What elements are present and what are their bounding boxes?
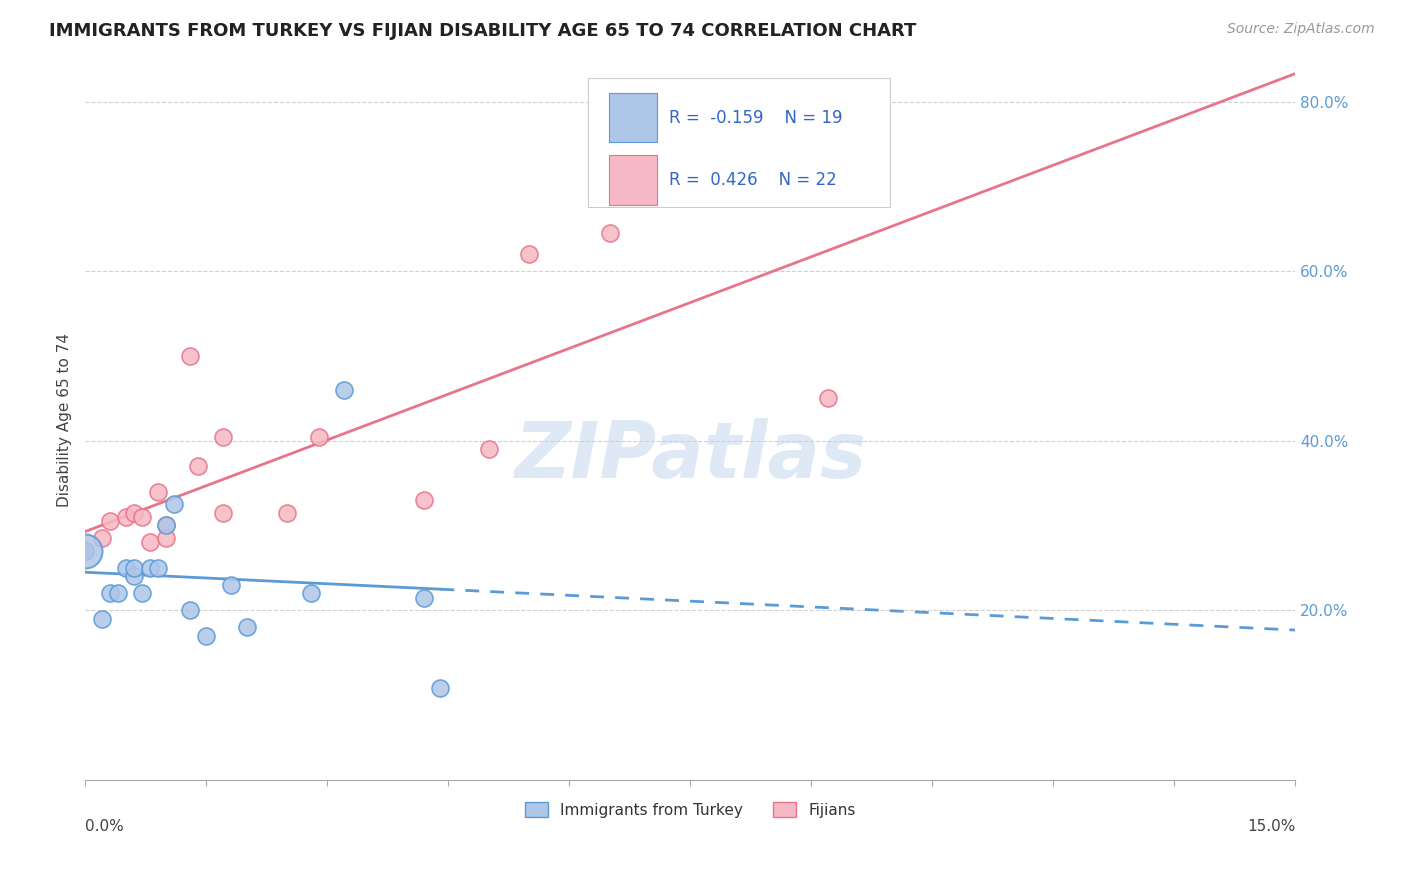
Text: IMMIGRANTS FROM TURKEY VS FIJIAN DISABILITY AGE 65 TO 74 CORRELATION CHART: IMMIGRANTS FROM TURKEY VS FIJIAN DISABIL… — [49, 22, 917, 40]
Point — [146, 484, 169, 499]
Point — [163, 497, 186, 511]
Point — [517, 247, 540, 261]
Point — [75, 544, 97, 558]
FancyBboxPatch shape — [609, 93, 657, 143]
Point — [211, 506, 233, 520]
Point — [235, 620, 257, 634]
Text: 0.0%: 0.0% — [86, 819, 124, 834]
Text: 15.0%: 15.0% — [1247, 819, 1295, 834]
Point — [98, 514, 121, 528]
Point — [131, 510, 153, 524]
Point — [114, 510, 136, 524]
Point — [75, 544, 97, 558]
Point — [107, 586, 129, 600]
Point — [75, 544, 97, 558]
Point — [155, 518, 177, 533]
Text: ZIPatlas: ZIPatlas — [515, 417, 866, 493]
Point — [688, 179, 710, 194]
Point — [308, 429, 330, 443]
Y-axis label: Disability Age 65 to 74: Disability Age 65 to 74 — [58, 333, 72, 507]
Point — [179, 349, 201, 363]
FancyBboxPatch shape — [609, 155, 657, 205]
Point — [599, 226, 621, 240]
Point — [299, 586, 322, 600]
Point — [122, 561, 145, 575]
Point — [122, 569, 145, 583]
Point — [179, 603, 201, 617]
Point — [139, 535, 162, 549]
Text: Source: ZipAtlas.com: Source: ZipAtlas.com — [1227, 22, 1375, 37]
Point — [332, 383, 354, 397]
Point — [122, 506, 145, 520]
Text: R =  0.426    N = 22: R = 0.426 N = 22 — [669, 171, 837, 189]
Point — [187, 459, 209, 474]
Text: R =  -0.159    N = 19: R = -0.159 N = 19 — [669, 109, 842, 127]
Point — [817, 392, 839, 406]
Legend: Immigrants from Turkey, Fijians: Immigrants from Turkey, Fijians — [519, 796, 862, 824]
Point — [146, 561, 169, 575]
Point — [413, 493, 436, 508]
Point — [139, 561, 162, 575]
Point — [131, 586, 153, 600]
Point — [155, 518, 177, 533]
Point — [195, 629, 218, 643]
Point — [219, 578, 242, 592]
FancyBboxPatch shape — [588, 78, 890, 207]
Point — [413, 591, 436, 605]
Point — [98, 586, 121, 600]
Point — [429, 681, 451, 695]
Point — [90, 531, 112, 545]
Point — [155, 531, 177, 545]
Point — [478, 442, 501, 457]
Point — [211, 429, 233, 443]
Point — [90, 612, 112, 626]
Point — [114, 561, 136, 575]
Point — [276, 506, 298, 520]
